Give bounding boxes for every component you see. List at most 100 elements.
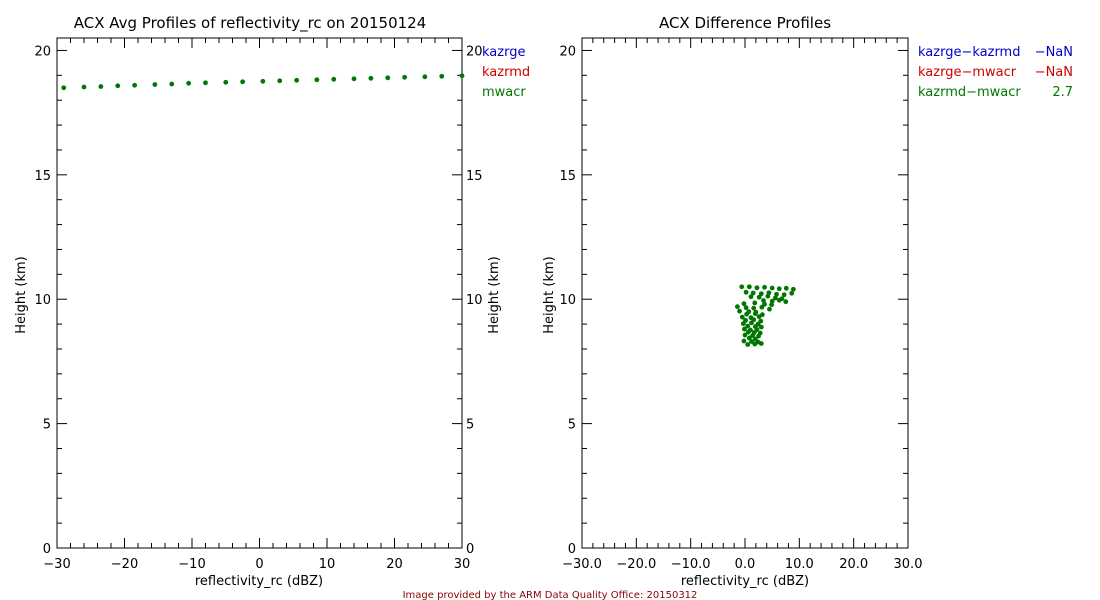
right-data-point (739, 314, 745, 320)
left-data-point (152, 82, 158, 87)
right-data-point (734, 304, 740, 310)
left-plot-frame (56, 37, 463, 549)
right-data-point (742, 326, 747, 332)
right-data-point (743, 289, 749, 295)
right-data-point (743, 305, 749, 311)
left-data-point (115, 83, 121, 89)
right-data-point (756, 333, 761, 339)
right-x-tick-label: 20.0 (839, 557, 868, 572)
left-data-point (186, 80, 192, 86)
left-y-tick-label-right: 0 (466, 542, 474, 557)
right-data-point (749, 339, 754, 344)
right-legend-entry: kazrmd−mwacr (918, 85, 1021, 100)
right-data-point (774, 291, 779, 297)
right-x-tick-label: 10.0 (785, 557, 814, 572)
right-chart-title: ACX Difference Profiles (659, 14, 831, 32)
right-data-point (758, 324, 764, 330)
right-data-point (769, 302, 775, 308)
left-x-ticks: −30 −20 −10 0 10 20 30 (43, 38, 470, 572)
right-data-point (741, 301, 747, 307)
left-chart-title: ACX Avg Profiles of reflectivity_rc on 2… (74, 14, 427, 33)
right-data-point (767, 306, 772, 312)
right-data-point (783, 285, 789, 291)
left-data-point (61, 85, 67, 91)
right-y-tick-label: 5 (568, 418, 576, 433)
right-data-point (762, 284, 767, 290)
right-data-point (746, 284, 752, 290)
left-data-point (240, 79, 246, 85)
right-data-points (734, 284, 796, 347)
right-legend-entry: kazrge−mwacr (918, 65, 1017, 80)
left-x-tick-label: −10 (178, 557, 205, 572)
left-legend-entry: kazrge (482, 45, 525, 60)
right-data-point (752, 341, 758, 347)
right-data-point (758, 341, 764, 346)
right-data-point (749, 320, 754, 326)
right-y-tick-label: 20 (559, 44, 576, 59)
left-x-tick-label: −20 (111, 557, 138, 572)
right-data-point (756, 294, 762, 300)
right-x-axis-label: reflectivity_rc (dBZ) (681, 574, 809, 589)
right-data-point (745, 342, 751, 347)
left-data-point (169, 81, 175, 87)
right-y-axis-label: Height (km) (542, 256, 557, 333)
left-legend-entry: kazrmd (482, 65, 530, 80)
right-data-point (790, 286, 796, 292)
left-y-ticks: 0 0 5 5 10 10 15 15 20 20 (34, 44, 482, 557)
right-data-point (756, 314, 762, 320)
left-x-tick-label: 30 (454, 557, 471, 572)
right-data-point (776, 297, 782, 303)
right-x-tick-label: −30.0 (562, 557, 602, 572)
right-data-point (781, 292, 787, 298)
right-data-point (748, 294, 754, 300)
right-data-point (789, 290, 795, 296)
right-legend-value: 2.7 (1052, 85, 1073, 100)
left-x-tick-label: 0 (255, 557, 263, 572)
left-data-point (459, 73, 465, 79)
left-legend-entry: mwacr (482, 85, 526, 100)
right-legend-entry: kazrge−kazrmd (918, 45, 1020, 60)
right-data-point (750, 333, 756, 338)
right-data-point (744, 311, 750, 317)
right-data-point (776, 286, 782, 292)
left-y-axis-label: Height (km) (14, 256, 29, 333)
right-data-point (783, 299, 789, 305)
left-y-tick-label: 20 (34, 44, 51, 59)
right-data-point (752, 311, 758, 317)
left-data-point (223, 79, 229, 85)
avg-profiles-panel: ACX Avg Profiles of reflectivity_rc on 2… (14, 14, 530, 589)
right-legend-value: −NaN (1035, 45, 1073, 60)
left-data-point (203, 80, 208, 86)
left-legend: kazrge kazrmd mwacr (482, 45, 530, 100)
difference-profiles-panel: ACX Difference Profiles −30.0 −20.0 −10.0 0… (542, 14, 1073, 589)
right-data-point (750, 290, 756, 296)
left-data-point (132, 82, 138, 88)
right-data-point (759, 304, 765, 310)
right-data-point (745, 329, 751, 335)
right-data-point (739, 284, 745, 290)
left-data-point (439, 73, 445, 79)
left-x-tick-label: −30 (43, 557, 70, 572)
left-y-tick-label: 15 (34, 169, 51, 184)
right-y-tick-label: 15 (559, 169, 576, 184)
right-data-point (773, 295, 778, 301)
left-data-point (368, 75, 374, 81)
left-data-point (422, 74, 428, 80)
right-data-point (745, 323, 751, 329)
right-x-tick-label: 30.0 (894, 557, 923, 572)
right-data-point (746, 335, 752, 341)
right-y-tick-label: 10 (559, 293, 576, 308)
left-y-tick-label: 10 (34, 293, 51, 308)
left-x-axis-label: reflectivity_rc (dBZ) (195, 574, 323, 589)
left-y-tick-label: 5 (43, 418, 51, 433)
right-data-point (741, 338, 747, 344)
left-y-tick-label-right: 20 (466, 44, 483, 59)
left-data-point (277, 78, 283, 84)
right-data-point (754, 285, 760, 291)
right-data-point (740, 321, 746, 326)
left-data-point (260, 78, 266, 84)
right-data-point (742, 332, 748, 338)
right-legend: kazrge−kazrmd −NaN kazrge−mwacr −NaN kazrmd−… (918, 45, 1073, 100)
left-data-point (351, 76, 357, 82)
